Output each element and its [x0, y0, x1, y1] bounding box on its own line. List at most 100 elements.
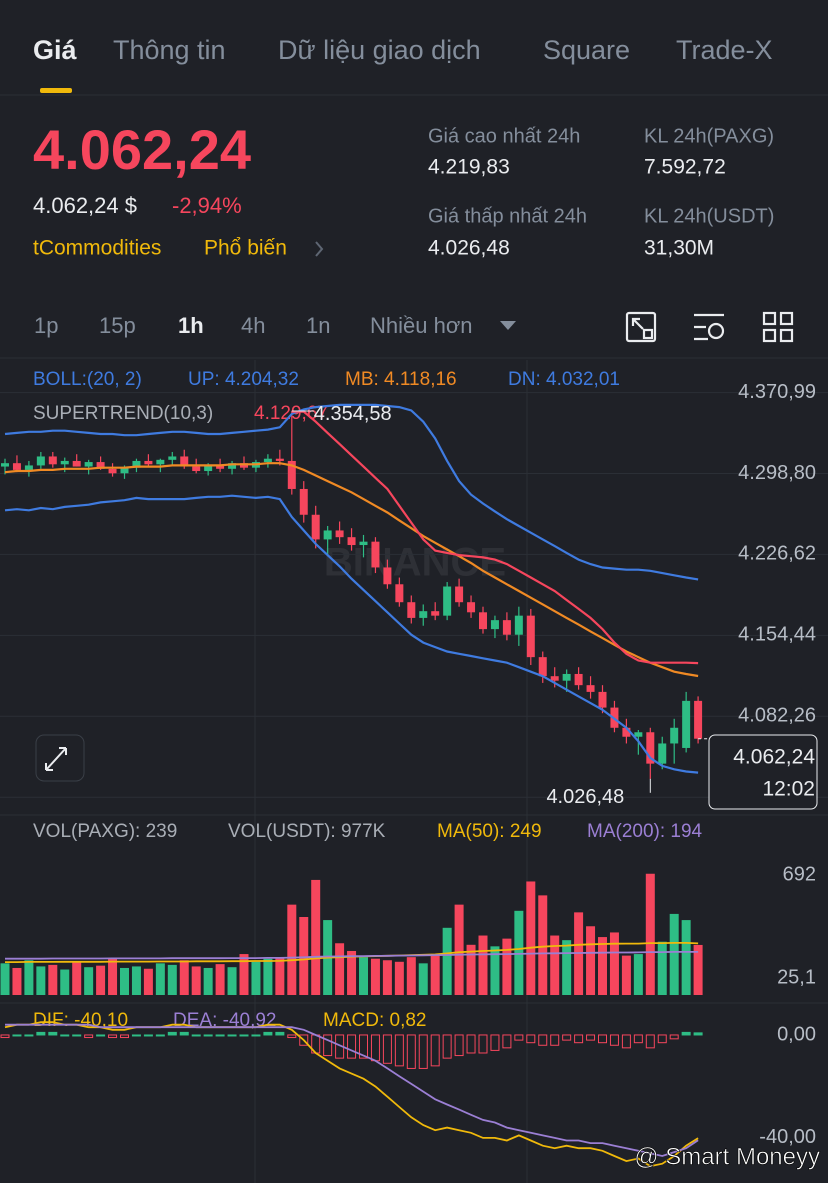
legend-entry: SUPERTREND(10,3): [33, 403, 213, 424]
candle-body: [228, 463, 237, 469]
last-price-box: [708, 734, 818, 810]
volume-bar: [586, 926, 596, 995]
volume-bar: [227, 967, 237, 995]
candle-body: [144, 460, 153, 465]
tag[interactable]: tCommodities: [33, 237, 161, 260]
macd-bar: [394, 1034, 404, 1067]
interval[interactable]: 1n: [306, 313, 330, 338]
macd-bar: [191, 1034, 201, 1037]
volume-bar: [621, 955, 631, 995]
volume-bar: [598, 937, 607, 995]
volume-bar: [693, 944, 703, 995]
macd-bar: [108, 1034, 118, 1039]
candle-body: [192, 466, 201, 472]
candle-body: [359, 541, 368, 546]
volume-bar: [359, 957, 368, 995]
macd-bar: [490, 1034, 500, 1051]
candle-body: [36, 456, 45, 466]
interval[interactable]: 1h: [178, 313, 204, 338]
candle-body: [562, 673, 571, 681]
tab[interactable]: Square: [543, 35, 630, 65]
countdown-label: 12:02: [762, 778, 815, 801]
fiat-price: 4.062,24 $: [33, 193, 137, 218]
macd-bar: [442, 1034, 452, 1059]
macd-bar: [609, 1034, 619, 1046]
indicator-line: [4, 1021, 699, 1168]
macd-bar: [84, 1034, 94, 1039]
volume-bar: [657, 941, 667, 995]
macd-bar: [430, 1034, 440, 1067]
candle-body: [694, 700, 703, 739]
y-tick-label: 0,00: [777, 1023, 816, 1045]
candle-body: [682, 700, 691, 748]
tab[interactable]: Thông tin: [113, 35, 226, 65]
interval[interactable]: 4h: [241, 313, 265, 338]
volume-bar: [60, 969, 70, 995]
indicator-line: [4, 462, 699, 678]
macd-bar: [586, 1034, 596, 1041]
candle-body: [275, 458, 284, 461]
stat-value: 31,30M: [644, 237, 714, 260]
volume-bar: [490, 946, 500, 995]
candle-body: [646, 732, 655, 764]
candle-body: [526, 615, 535, 658]
y-tick-label: 4.370,99: [738, 381, 816, 403]
candle-body: [287, 460, 296, 489]
legend-entry: DEA: -40,92: [173, 1010, 277, 1031]
macd-bar: [621, 1034, 631, 1049]
volume-bar: [681, 920, 691, 995]
macd-bar: [215, 1034, 225, 1037]
volume-bar: [24, 960, 34, 995]
candle-body: [407, 602, 416, 618]
macd-bar: [502, 1034, 512, 1049]
candle-body: [108, 468, 117, 474]
macd-bar: [120, 1034, 129, 1039]
stat-value: 4.026,48: [428, 237, 510, 260]
candle-body: [168, 456, 177, 460]
volume-bar: [203, 967, 213, 995]
candle-body: [622, 727, 631, 737]
macd-bar: [645, 1034, 655, 1049]
stat-value: 7.592,72: [644, 156, 726, 179]
y-tick-label: 4.298,80: [738, 462, 816, 484]
volume-bar: [394, 961, 404, 995]
interval[interactable]: 15p: [99, 313, 136, 338]
price-change: -2,94%: [172, 193, 242, 218]
volume-bar: [263, 958, 273, 995]
tag[interactable]: Phổ biến: [204, 237, 287, 260]
icon-settings[interactable]: [694, 313, 725, 341]
icon-indicator[interactable]: [625, 311, 657, 343]
candle-body: [634, 732, 643, 737]
expand-button[interactable]: [35, 734, 85, 782]
macd-bar: [454, 1034, 464, 1057]
credit: @ Smart Moneyy: [634, 1143, 820, 1170]
macd-bar: [382, 1034, 392, 1064]
watermark: BINANCE: [324, 541, 506, 585]
candle-body: [383, 567, 392, 585]
macd-bar: [574, 1034, 584, 1044]
macd-bar: [179, 1031, 189, 1036]
icon-grid[interactable]: [762, 311, 794, 343]
volume-bar: [502, 938, 512, 995]
tab[interactable]: Trade-X: [676, 35, 773, 65]
volume-bar: [0, 963, 10, 995]
macd-bar: [36, 1031, 46, 1036]
macd-bar: [538, 1034, 548, 1046]
candle-body: [479, 612, 487, 630]
interval[interactable]: Nhiều hơn: [370, 313, 473, 338]
tab[interactable]: Dữ liệu giao dịch: [278, 35, 481, 65]
charts: 4.370,99 4.298,80 4.226,62 4.154,44 4.082,26…: [0, 369, 828, 1168]
dropdown-arrow: [500, 321, 516, 330]
volume-bar: [526, 881, 536, 995]
candle-body: [502, 620, 511, 635]
macd-bar: [60, 1034, 70, 1037]
volume-bar: [275, 957, 285, 995]
y-tick-label: 25,1: [777, 966, 816, 988]
interval[interactable]: 1p: [34, 313, 58, 338]
volume-bar: [550, 935, 560, 995]
stat-label: KL 24h(PAXG): [644, 125, 774, 147]
indicator-line: [5, 951, 699, 960]
candle-body: [371, 541, 380, 568]
tab[interactable]: Giá: [33, 35, 78, 65]
